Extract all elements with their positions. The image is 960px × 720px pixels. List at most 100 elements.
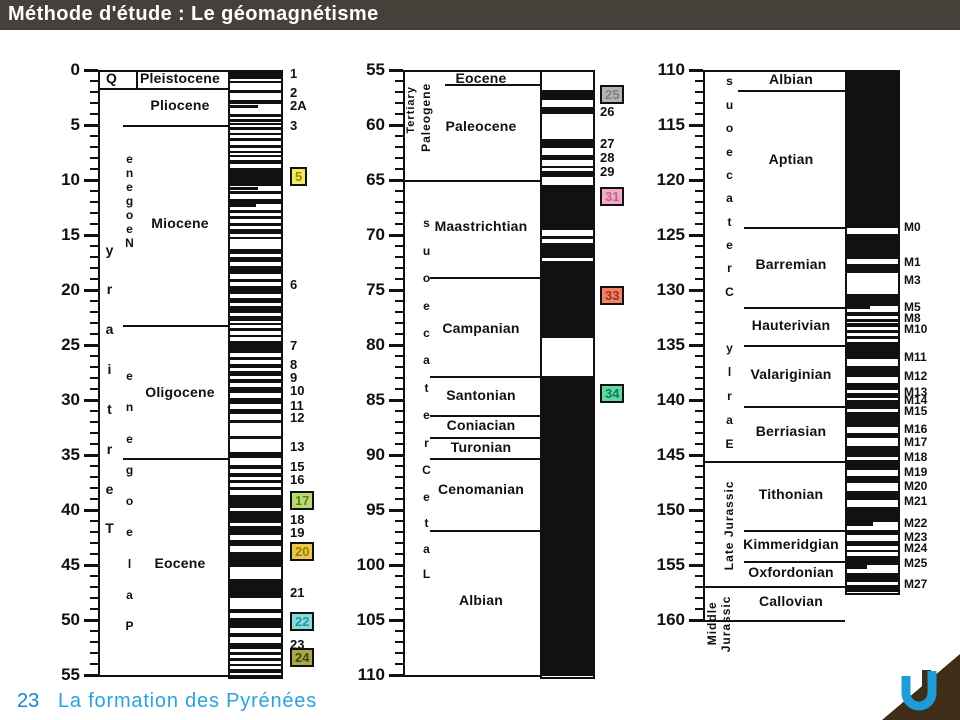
chron-label-m16: M16 bbox=[904, 421, 928, 436]
stage-label: Pleistocene bbox=[139, 69, 220, 86]
axis-minor-tick bbox=[395, 146, 403, 148]
chron-label-11: 11 bbox=[290, 397, 304, 413]
axis-major-tick bbox=[689, 179, 703, 182]
normal-polarity-stripe bbox=[542, 165, 593, 169]
axis-tick-label: 55 bbox=[61, 665, 80, 684]
axis-major-tick bbox=[689, 69, 703, 72]
axis-major-tick bbox=[84, 619, 98, 622]
chron-label-8: 8 bbox=[290, 356, 298, 372]
axis-minor-tick bbox=[90, 311, 98, 313]
axis-major-tick bbox=[84, 454, 98, 457]
column-top-edge bbox=[703, 70, 845, 72]
epoch-letter: t bbox=[107, 400, 112, 417]
axis-major-tick bbox=[689, 509, 703, 512]
normal-polarity-stripe bbox=[542, 236, 593, 240]
normal-polarity-stripe bbox=[230, 386, 281, 394]
axis-minor-tick bbox=[90, 300, 98, 302]
axis-tick-label: 25 bbox=[61, 335, 80, 354]
stage-label: Barremian bbox=[755, 255, 827, 272]
stage-label: Hauterivian bbox=[751, 316, 831, 333]
epoch-letter: l bbox=[127, 556, 132, 571]
chron-label-m22: M22 bbox=[904, 516, 928, 531]
axis-tick-label: 145 bbox=[656, 445, 685, 464]
epoch-letter: e bbox=[105, 480, 114, 497]
normal-polarity-stripe bbox=[847, 541, 898, 547]
normal-polarity-stripe bbox=[230, 190, 281, 195]
epoch-letter: E bbox=[725, 436, 734, 451]
normal-polarity-stripe bbox=[230, 328, 281, 331]
epoch-letter: i bbox=[107, 361, 112, 378]
normal-polarity-stripe bbox=[847, 335, 898, 339]
normal-polarity-stripe bbox=[847, 383, 898, 390]
axis-minor-tick bbox=[90, 421, 98, 423]
epoch-letter: r bbox=[106, 440, 113, 457]
axis-major-tick bbox=[389, 509, 403, 512]
page-number: 23 bbox=[17, 690, 40, 712]
stage-boundary-line bbox=[403, 180, 540, 182]
chron-label-28: 28 bbox=[600, 150, 615, 165]
normal-polarity-stripe bbox=[230, 494, 281, 508]
normal-polarity-stripe bbox=[230, 526, 281, 536]
normal-polarity-stripe bbox=[230, 322, 281, 326]
normal-polarity-stripe bbox=[230, 511, 281, 524]
epoch-letter: e bbox=[126, 152, 133, 167]
normal-polarity-stripe bbox=[847, 459, 898, 471]
university-logo-icon bbox=[882, 654, 960, 720]
axis-minor-tick bbox=[90, 597, 98, 599]
column-left-edge bbox=[403, 70, 405, 677]
axis-minor-tick bbox=[695, 80, 703, 82]
axis-major-tick bbox=[389, 454, 403, 457]
chron-label-m3: M3 bbox=[904, 273, 921, 288]
normal-polarity-stripe bbox=[230, 617, 281, 628]
axis-minor-tick bbox=[695, 410, 703, 412]
normal-polarity-stripe bbox=[230, 669, 281, 673]
axis-major-tick bbox=[689, 234, 703, 237]
normal-polarity-stripe bbox=[847, 585, 898, 593]
stage-boundary-line bbox=[445, 84, 540, 87]
axis-tick-label: 130 bbox=[656, 280, 685, 299]
timescale-column-late-cretaceous: 55 60 65 70 75 80 85 90 95 100 105 110 Eocene Paleoce… bbox=[0, 30, 960, 690]
axis-major-tick bbox=[389, 179, 403, 182]
chron-label-10: 10 bbox=[290, 383, 305, 399]
axis-minor-tick bbox=[90, 146, 98, 148]
axis-minor-tick bbox=[695, 168, 703, 170]
epoch-letter: a bbox=[726, 191, 733, 206]
epoch-letter: r bbox=[106, 281, 113, 298]
axis-minor-tick bbox=[395, 333, 403, 335]
axis-minor-tick bbox=[90, 355, 98, 357]
axis-major-tick bbox=[389, 344, 403, 347]
axis-minor-tick bbox=[695, 443, 703, 445]
axis-minor-tick bbox=[90, 278, 98, 280]
axis-minor-tick bbox=[395, 498, 403, 500]
axis-major-tick bbox=[689, 564, 703, 567]
axis-minor-tick bbox=[90, 157, 98, 159]
axis-tick-label: 75 bbox=[366, 280, 385, 299]
axis-tick-label: 0 bbox=[70, 60, 80, 79]
axis-tick-label: 45 bbox=[61, 555, 80, 574]
normal-polarity-stripe bbox=[847, 318, 898, 322]
epoch-letter: n bbox=[125, 400, 134, 415]
axis-minor-tick bbox=[90, 586, 98, 588]
epoch-letter: e bbox=[423, 408, 430, 423]
axis-minor-tick bbox=[90, 443, 98, 445]
stage-boundary-line bbox=[705, 460, 845, 463]
axis-minor-tick bbox=[395, 476, 403, 478]
axis-minor-tick bbox=[395, 520, 403, 522]
axis-minor-tick bbox=[395, 190, 403, 192]
stage-label: Oligocene bbox=[145, 384, 215, 401]
normal-polarity-stripe bbox=[230, 658, 281, 661]
axis-minor-tick bbox=[695, 476, 703, 478]
axis-minor-tick bbox=[90, 652, 98, 654]
axis-tick-label: 110 bbox=[357, 665, 385, 684]
axis-minor-tick bbox=[395, 102, 403, 104]
axis-minor-tick bbox=[695, 278, 703, 280]
normal-polarity-stripe bbox=[847, 341, 898, 360]
axis-tick-label: 125 bbox=[656, 225, 685, 244]
axis-major-tick bbox=[84, 399, 98, 402]
chron-label-22: 22 bbox=[290, 612, 315, 632]
normal-polarity-stripe bbox=[230, 480, 281, 484]
axis-minor-tick bbox=[395, 223, 403, 225]
chron-label-19: 19 bbox=[290, 525, 305, 541]
